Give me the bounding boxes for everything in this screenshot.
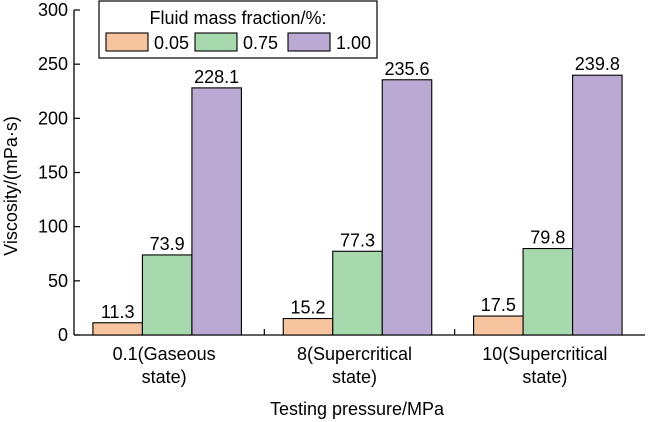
- bar-0_05-0: [92, 322, 143, 336]
- y-tick-label: 100: [38, 217, 68, 237]
- bar-1_00-2: [572, 74, 623, 336]
- legend-label: 0.75: [243, 33, 278, 53]
- x-tick-label: state): [332, 367, 377, 387]
- x-axis-label: Testing pressure/MPa: [270, 399, 445, 419]
- bar-0_75-0: [141, 254, 193, 336]
- bar-1_00-0: [191, 87, 242, 336]
- y-tick-label: 200: [38, 108, 68, 128]
- x-tick-label: 10(Supercritical: [482, 344, 607, 364]
- data-label: 79.8: [530, 228, 565, 248]
- x-tick-label: 0.1(Gaseous: [113, 344, 216, 364]
- data-label: 15.2: [290, 298, 325, 318]
- y-tick-label: 50: [48, 271, 68, 291]
- legend-label: 1.00: [336, 33, 371, 53]
- legend-swatch-1_00: [287, 32, 331, 52]
- bar-0_05-2: [473, 315, 524, 336]
- y-tick-label: 300: [38, 0, 68, 20]
- bar-1_00-1: [381, 79, 433, 336]
- data-label: 11.3: [101, 302, 135, 322]
- x-tick-label: 8(Supercritical: [297, 344, 412, 364]
- legend-swatch-0_75: [194, 32, 238, 52]
- x-tick-label: state): [522, 367, 567, 387]
- data-label: 235.6: [384, 59, 429, 79]
- bar-0_75-1: [332, 250, 383, 336]
- data-label: 228.1: [194, 67, 239, 87]
- legend-label: 0.05: [154, 33, 189, 53]
- legend-title: Fluid mass fraction/%:: [149, 8, 326, 28]
- bar-0_05-1: [282, 317, 334, 336]
- x-tick-label: state): [142, 367, 187, 387]
- data-label: 17.5: [481, 295, 516, 315]
- y-tick-label: 150: [38, 163, 68, 183]
- bar-0_75-2: [522, 248, 574, 336]
- data-label: 77.3: [340, 230, 375, 250]
- data-label: 73.9: [150, 234, 185, 254]
- y-axis-label: Viscosity/(mPa·s): [1, 116, 21, 256]
- data-label: 239.8: [575, 54, 620, 74]
- plot-area: 0 50 100 150 200 250 300 11.3 73.9 228.1 0.1(Gaseo…: [38, 0, 645, 387]
- y-tick-label: 250: [38, 54, 68, 74]
- legend: Fluid mass fraction/%: 0.05 0.75 1.00: [98, 0, 378, 59]
- legend-swatch-0_05: [105, 32, 149, 52]
- y-tick-label: 0: [58, 325, 68, 345]
